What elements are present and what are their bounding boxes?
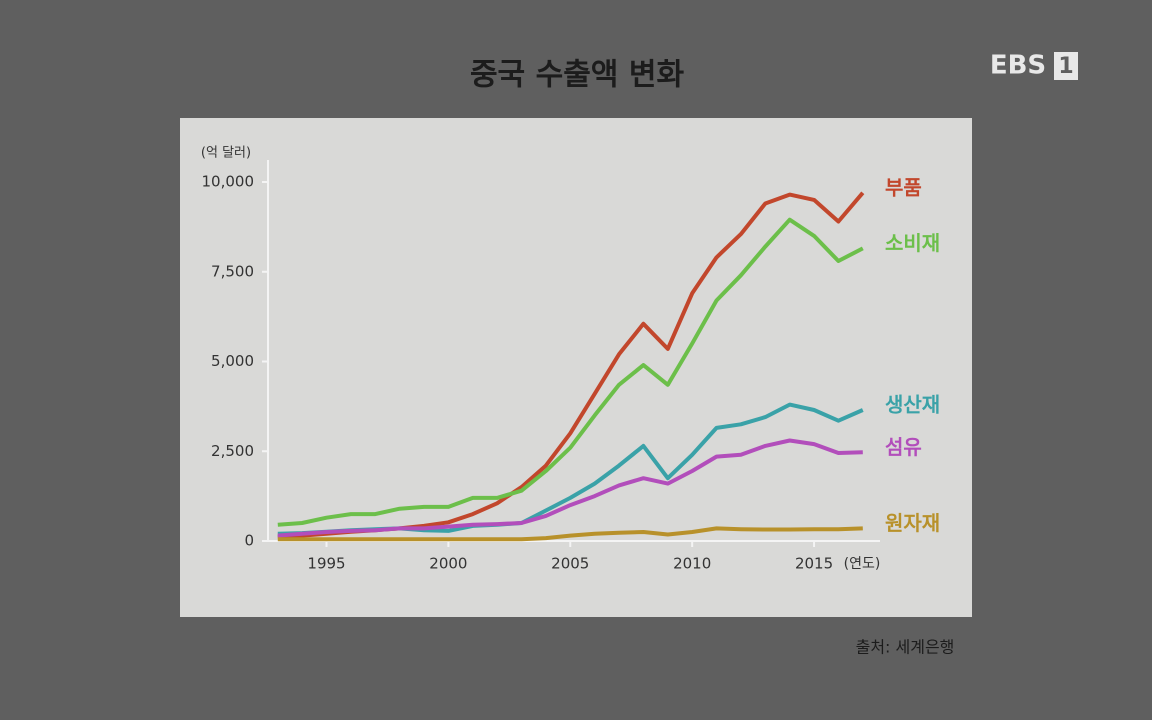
chart-title: 중국 수출액 변화	[470, 58, 684, 93]
x-axis-label: (연도)	[844, 556, 881, 572]
y-tick-label: 10,000	[202, 173, 255, 191]
source: 출처: 세계은행	[856, 638, 955, 657]
y-tick-label: 2,500	[211, 442, 254, 460]
channel-box	[1054, 52, 1078, 80]
series-line	[277, 438, 863, 538]
y-tick-label: 5,000	[211, 352, 254, 370]
x-tick-label: 2010	[673, 555, 711, 573]
series-line	[277, 526, 863, 542]
series-label: 부품	[885, 175, 922, 199]
series-label: 생산재	[885, 392, 940, 416]
paper-panel	[180, 118, 972, 617]
x-tick-label: 1995	[307, 555, 345, 573]
x-tick-label: 2015	[795, 555, 833, 573]
y-tick-label: 7,500	[211, 262, 254, 280]
logo: EBS	[990, 51, 1046, 81]
series-label: 섬유	[885, 435, 922, 459]
series-label: 원자재	[885, 511, 940, 535]
x-tick-label: 2000	[429, 555, 467, 573]
channel: 1	[1058, 54, 1073, 79]
y-axis-label: (억 달러)	[201, 146, 251, 161]
y-tick-label: 0	[244, 532, 254, 550]
x-tick-label: 2005	[551, 555, 589, 573]
series-label: 소비재	[885, 231, 940, 255]
series-line	[277, 217, 864, 527]
